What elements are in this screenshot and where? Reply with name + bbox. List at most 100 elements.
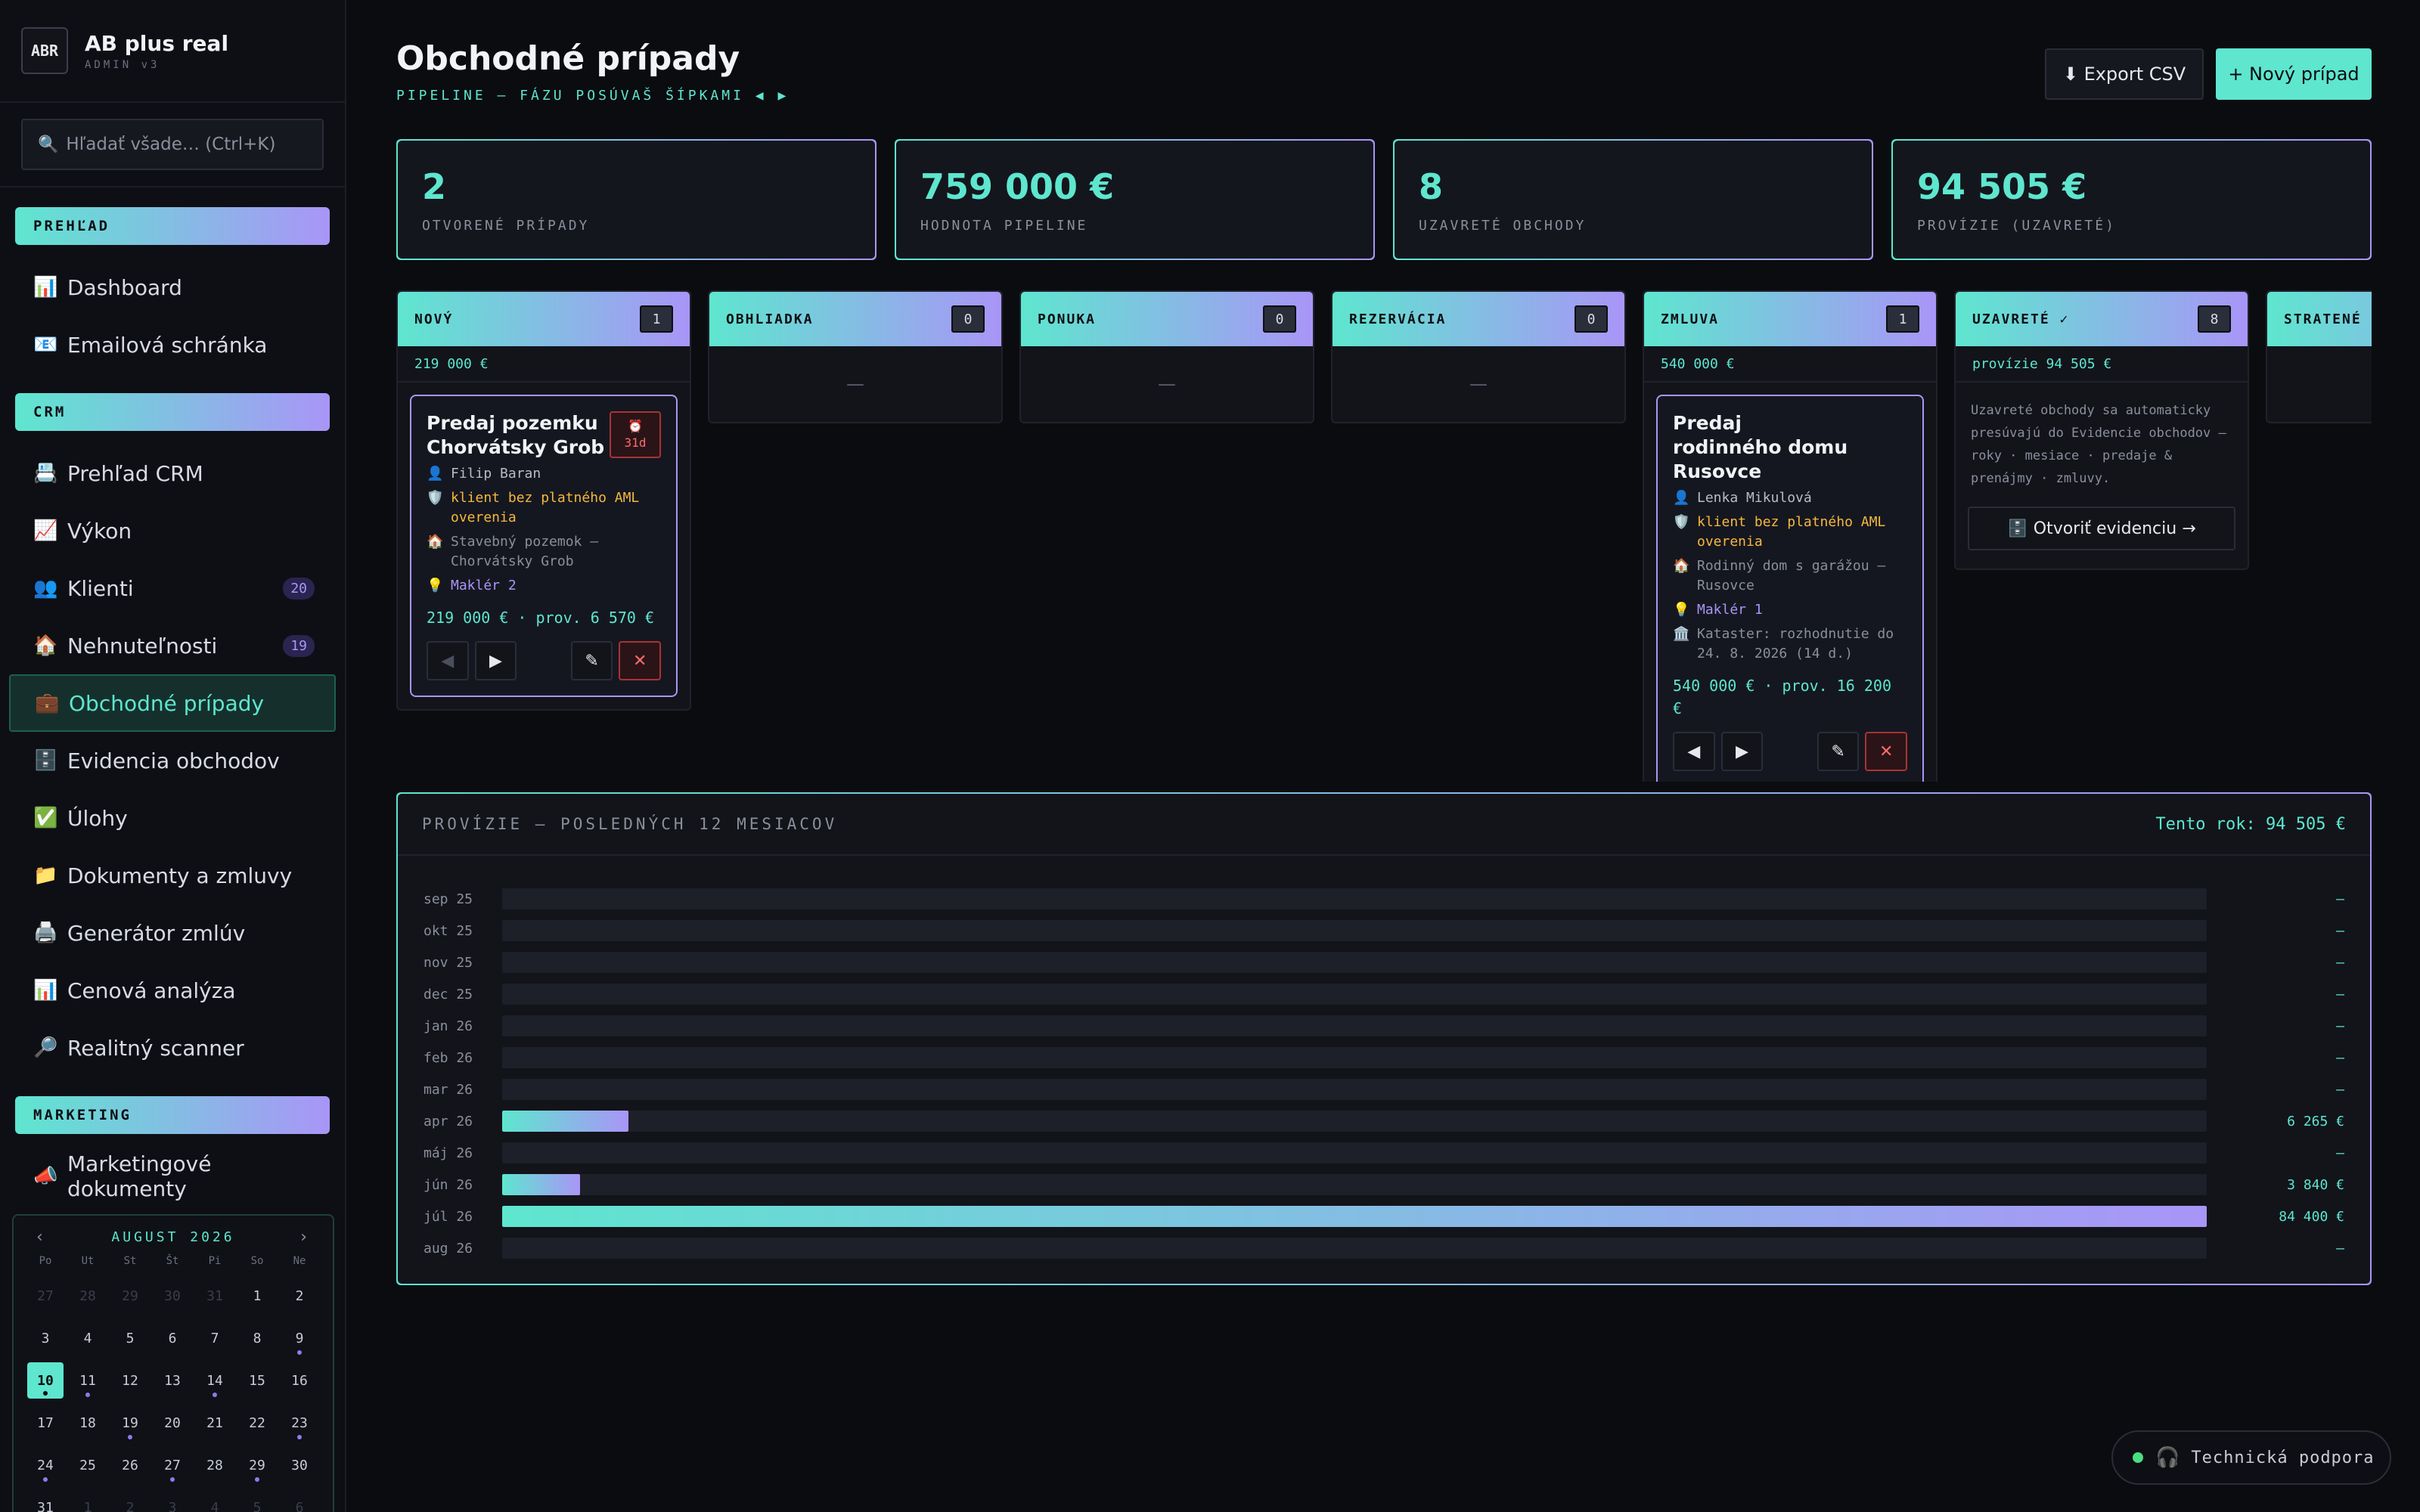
empty-column-mark: — (2267, 346, 2372, 422)
month-label: aug 26 (424, 1240, 473, 1256)
calendar-day[interactable]: 9 (278, 1317, 321, 1359)
calendar-day[interactable]: 15 (236, 1359, 278, 1402)
sidebar-item-klienti[interactable]: 👥 Klienti 20 (9, 559, 336, 617)
chart-row: apr 26 6 265 € (398, 1105, 2370, 1137)
open-records-button[interactable]: 🗄️ Otvoriť evidenciu → (1968, 507, 2235, 550)
deal-aml-warning-text: klient bez platného AML overenia (1697, 514, 1886, 550)
calendar-prev-month[interactable]: ‹ (35, 1227, 48, 1247)
sidebar-item-prehlad-crm[interactable]: 📇 Prehľad CRM (9, 445, 336, 502)
move-next-button[interactable]: ▶ (474, 641, 517, 680)
calendar-day[interactable]: 28 (67, 1275, 109, 1317)
deal-actions: ◀ ▶ ✎ ✕ (1673, 732, 1908, 771)
calendar-day[interactable]: 31 (24, 1486, 67, 1512)
support-button[interactable]: 🎧 Technická podpora (2111, 1430, 2391, 1485)
sidebar-item-ulohy[interactable]: ✅ Úlohy (9, 789, 336, 847)
edit-button[interactable]: ✎ (570, 641, 613, 680)
calendar-day-today[interactable]: 10 (24, 1359, 67, 1402)
calendar-day[interactable]: 14 (194, 1359, 236, 1402)
calendar-day[interactable]: 13 (151, 1359, 194, 1402)
sidebar-item-generator-zmluv[interactable]: 🖨️ Generátor zmlúv (9, 904, 336, 962)
calendar-day[interactable]: 27 (151, 1444, 194, 1486)
calendar-day[interactable]: 25 (67, 1444, 109, 1486)
kpi-card: 2 OTVORENÉ PRÍPADY (396, 139, 876, 260)
sidebar-item-evidencia-obchodov[interactable]: 🗄️ Evidencia obchodov (9, 732, 336, 789)
calendar-day[interactable]: 2 (278, 1275, 321, 1317)
alarm-clock-icon: ⏰ (628, 419, 643, 433)
calendar-day[interactable]: 2 (109, 1486, 151, 1512)
sidebar-item-cenova-analyza[interactable]: 📊 Cenová analýza (9, 962, 336, 1019)
sidebar-item-vykon[interactable]: 📈 Výkon (9, 502, 336, 559)
sidebar-item-dokumenty-a-zmluvy[interactable]: 📁 Dokumenty a zmluvy (9, 847, 336, 904)
generator-zmluv-icon: 🖨️ (33, 922, 58, 944)
calendar-day[interactable]: 30 (151, 1275, 194, 1317)
event-dot (255, 1477, 259, 1482)
count-badge: 20 (283, 577, 315, 600)
brand[interactable]: ABR AB plus real ADMIN v3 (0, 0, 345, 103)
calendar-day[interactable]: 26 (109, 1444, 151, 1486)
calendar-day[interactable]: 28 (194, 1444, 236, 1486)
calendar-day[interactable]: 20 (151, 1402, 194, 1444)
bar-value-label: — (2336, 891, 2344, 907)
deal-card[interactable]: Predaj rodinného domu Rusovce 👤 Lenka Miku… (1656, 395, 1924, 782)
calendar-day[interactable]: 11 (67, 1359, 109, 1402)
calendar-day[interactable]: 29 (236, 1444, 278, 1486)
calendar-day[interactable]: 18 (67, 1402, 109, 1444)
calendar-day[interactable]: 6 (151, 1317, 194, 1359)
day-number: 12 (122, 1372, 138, 1389)
calendar-day[interactable]: 21 (194, 1402, 236, 1444)
calendar-day[interactable]: 23 (278, 1402, 321, 1444)
sidebar-item-emailova-schranka[interactable]: 📧 Emailová schránka (9, 316, 336, 373)
sidebar-item-marketingove-dokumenty[interactable]: 📣 Marketingové dokumenty (9, 1148, 336, 1205)
global-search-input[interactable]: 🔍 Hľadať všade… (Ctrl+K) (21, 119, 324, 170)
calendar-day[interactable]: 1 (236, 1275, 278, 1317)
export-csv-button[interactable]: ⬇ Export CSV (2045, 48, 2204, 100)
deal-client: 👤 Filip Baran (427, 464, 661, 484)
move-prev-button[interactable]: ◀ (1673, 732, 1715, 771)
delete-button[interactable]: ✕ (619, 641, 662, 680)
deal-card[interactable]: Predaj pozemku Chorvátsky Grob ⏰ 31d 👤 Filip… (410, 395, 678, 697)
calendar-day[interactable]: 4 (194, 1486, 236, 1512)
calendar-day[interactable]: 22 (236, 1402, 278, 1444)
calendar-day[interactable]: 17 (24, 1402, 67, 1444)
calendar-next-month[interactable]: › (298, 1227, 312, 1247)
calendar-day[interactable]: 12 (109, 1359, 151, 1402)
calendar-day[interactable]: 5 (236, 1486, 278, 1512)
move-next-button[interactable]: ▶ (1720, 732, 1764, 771)
calendar-day[interactable]: 7 (194, 1317, 236, 1359)
sidebar-item-dashboard[interactable]: 📊 Dashboard (9, 259, 336, 316)
new-case-button[interactable]: + Nový prípad (2216, 48, 2372, 100)
column-count-badge: 0 (951, 305, 985, 333)
edit-button[interactable]: ✎ (1817, 732, 1860, 771)
calendar-day[interactable]: 1 (67, 1486, 109, 1512)
sidebar-item-obchodne-pripady[interactable]: 💼 Obchodné prípady (9, 674, 336, 732)
sidebar-item-nehnutelnosti[interactable]: 🏠 Nehnuteľnosti 19 (9, 617, 336, 674)
calendar-day[interactable]: 8 (236, 1317, 278, 1359)
cadastre-icon: 🏛️ (1673, 626, 1690, 642)
kpi-value: 759 000 € (920, 166, 1115, 207)
deal-broker: 💡 Maklér 2 (427, 576, 661, 596)
day-number: 20 (164, 1414, 181, 1431)
calendar-day[interactable]: 24 (24, 1444, 67, 1486)
calendar-day[interactable]: 4 (67, 1317, 109, 1359)
sidebar-item-label: Klienti (67, 575, 134, 601)
mini-calendar: ‹ AUGUST 2026 › Po Ut St Št Pi So Ne 27 28 29 30 31… (12, 1214, 334, 1512)
day-number: 7 (210, 1330, 219, 1346)
calendar-day[interactable]: 3 (24, 1317, 67, 1359)
sidebar-item-realitny-scanner[interactable]: 🔎 Realitný scanner (9, 1019, 336, 1077)
calendar-day[interactable]: 30 (278, 1444, 321, 1486)
deal-cadastre-note-text: Kataster: rozhodnutie do 24. 8. 2026 (14… (1697, 626, 1894, 662)
calendar-day[interactable]: 5 (109, 1317, 151, 1359)
calendar-day[interactable]: 3 (151, 1486, 194, 1512)
section-header-marketing: MARKETING (15, 1096, 330, 1134)
calendar-day[interactable]: 16 (278, 1359, 321, 1402)
deal-broker-text: Maklér 2 (451, 578, 517, 593)
delete-button[interactable]: ✕ (1865, 732, 1908, 771)
calendar-day[interactable]: 6 (278, 1486, 321, 1512)
calendar-day[interactable]: 27 (24, 1275, 67, 1317)
calendar-day[interactable]: 29 (109, 1275, 151, 1317)
nehnutelnosti-icon: 🏠 (33, 634, 58, 657)
bar-value-label: — (2336, 986, 2344, 1002)
calendar-day[interactable]: 31 (194, 1275, 236, 1317)
calendar-day[interactable]: 19 (109, 1402, 151, 1444)
day-number: 28 (206, 1457, 223, 1473)
